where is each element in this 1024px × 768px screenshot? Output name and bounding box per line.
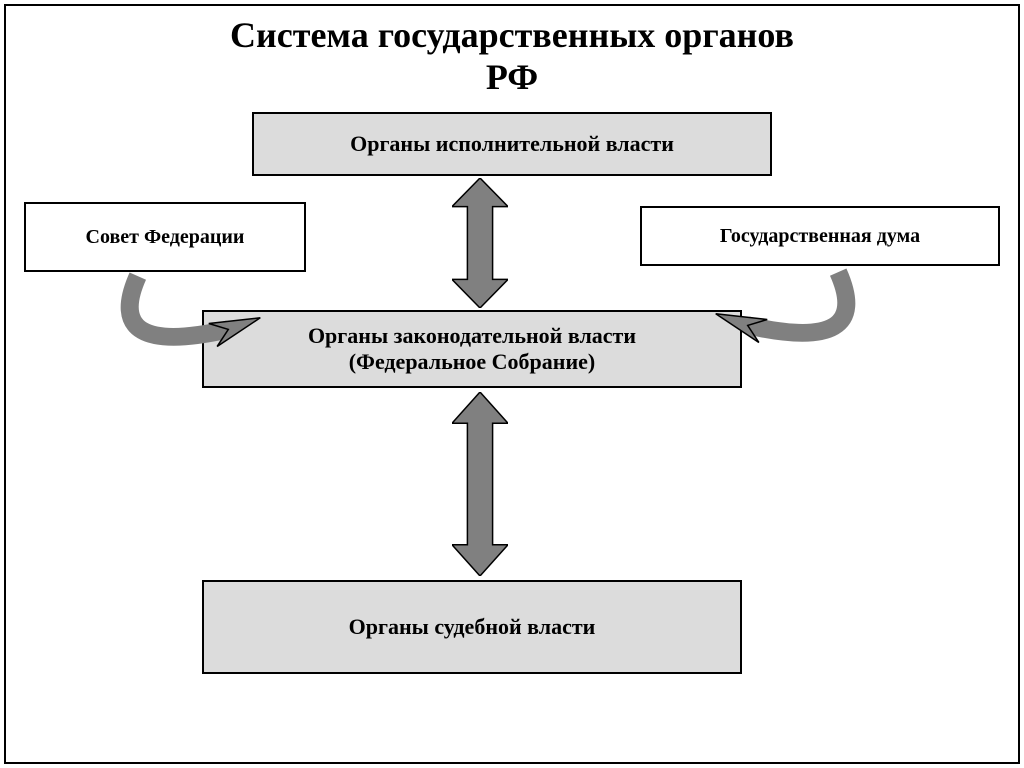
box-judicial-label: Органы судебной власти — [349, 614, 596, 640]
box-council-federation-label: Совет Федерации — [86, 226, 245, 249]
title-line2: РФ — [0, 56, 1024, 98]
arrow-curved-left — [94, 272, 240, 354]
box-executive-label: Органы исполнительной власти — [350, 131, 674, 157]
box-legislative-label-line1: Органы законодательной власти — [308, 323, 636, 348]
box-legislative-label: Органы законодательной власти (Федеральн… — [308, 323, 636, 376]
box-council-federation: Совет Федерации — [24, 202, 306, 272]
arrow-vertical-top — [452, 178, 508, 308]
box-legislative: Органы законодательной власти (Федеральн… — [202, 310, 742, 388]
box-judicial: Органы судебной власти — [202, 580, 742, 674]
box-state-duma-label: Государственная дума — [720, 225, 920, 248]
box-state-duma: Государственная дума — [640, 206, 1000, 266]
title-line1: Система государственных органов — [0, 14, 1024, 56]
arrow-vertical-bottom — [452, 392, 508, 576]
box-executive: Органы исполнительной власти — [252, 112, 772, 176]
box-legislative-label-line2: (Федеральное Собрание) — [349, 349, 596, 374]
arrow-curved-right — [736, 268, 882, 350]
